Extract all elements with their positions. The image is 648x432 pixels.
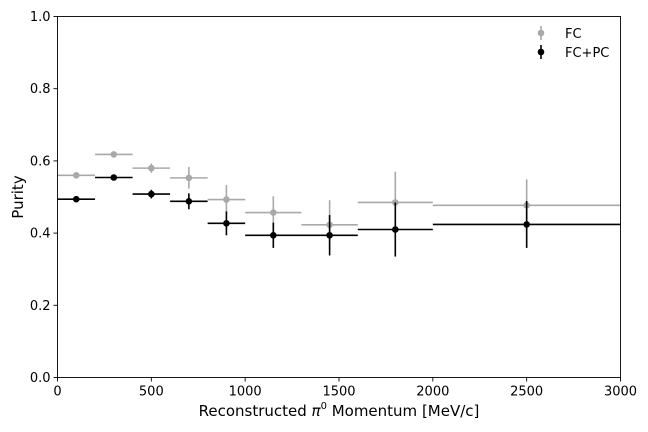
x-tick-label: 500 — [139, 385, 164, 400]
legend-marker-fcpc — [537, 48, 545, 56]
chart-marks — [57, 151, 621, 257]
data-point-fcpc — [72, 195, 80, 203]
data-point-fc — [72, 172, 80, 179]
y-axis-label: Purity — [9, 175, 27, 219]
y-tick-label: 0.6 — [30, 154, 51, 169]
data-point-fcpc — [523, 221, 530, 228]
data-point-fcpc — [270, 231, 277, 239]
legend-entry-fcpc: FC+PC — [537, 45, 609, 61]
x-tick-label: 2500 — [510, 385, 543, 400]
y-tick-label: 0.4 — [30, 227, 51, 242]
data-point-fc — [270, 209, 277, 216]
x-tick-label: 3000 — [604, 385, 637, 400]
plot-frame — [57, 16, 621, 378]
x-tick-label: 1000 — [229, 385, 262, 400]
legend: FC FC+PC — [537, 26, 609, 61]
axes: 0 500 1000 1500 2000 2500 3000 0.0 0.2 0.4 0.6 0.8 1… — [30, 10, 637, 400]
legend-label-fcpc: FC+PC — [565, 46, 609, 61]
x-tick-label: 2000 — [416, 385, 449, 400]
data-point-fc — [223, 196, 230, 203]
y-tick-label: 1.0 — [30, 10, 51, 25]
data-point-fcpc — [148, 190, 155, 198]
y-tick-label: 0.0 — [30, 371, 51, 386]
data-point-fcpc — [326, 231, 333, 239]
series-fcpc — [57, 174, 621, 257]
x-tick-label: 1500 — [322, 385, 355, 400]
y-tick-label: 0.2 — [30, 299, 51, 314]
data-point-fcpc — [185, 198, 193, 205]
data-point-fc — [185, 174, 193, 182]
data-point-fcpc — [110, 174, 118, 181]
data-point-fc — [110, 151, 118, 158]
legend-label-fc: FC — [565, 27, 582, 42]
legend-marker-fc — [537, 29, 545, 37]
data-point-fcpc — [392, 226, 399, 233]
data-point-fc — [148, 164, 155, 172]
legend-entry-fc: FC — [537, 26, 582, 42]
y-tick-label: 0.8 — [30, 82, 51, 97]
data-point-fcpc — [223, 220, 230, 227]
x-axis-label: Reconstructed π0 Momentum [MeV/c] — [199, 401, 480, 420]
x-tick-label: 0 — [53, 385, 61, 400]
